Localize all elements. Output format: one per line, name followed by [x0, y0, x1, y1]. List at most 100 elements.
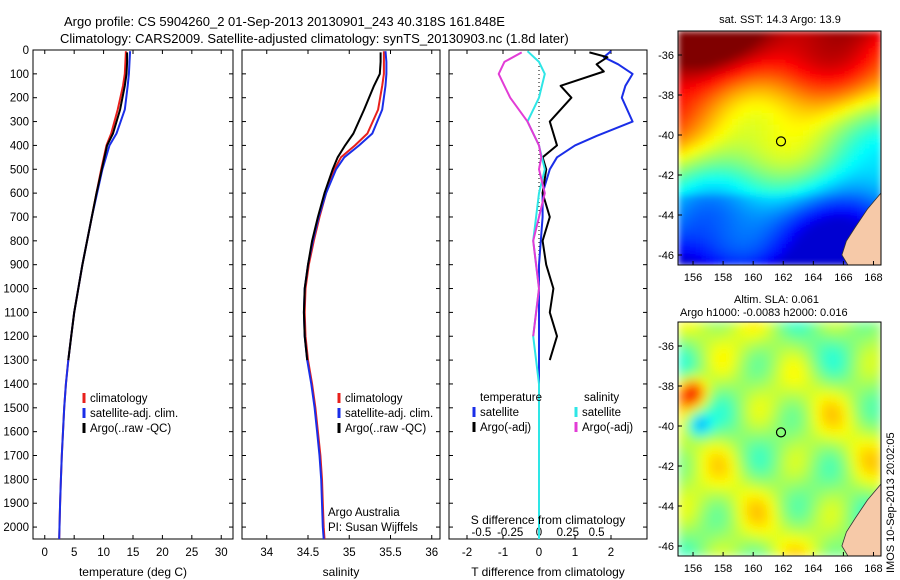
map-cell [755, 468, 763, 475]
map-cell [803, 89, 810, 96]
sla-map-axis-ticks: 156 158 160 162 164 166 168-36-38-40-42-44-46 [658, 341, 883, 575]
map-cell [863, 468, 870, 475]
map-cell [731, 259, 739, 265]
map-cell [713, 351, 721, 358]
map-cell [839, 101, 846, 108]
map-cell [779, 159, 787, 167]
map-cell [791, 54, 799, 61]
map-cell [785, 345, 793, 352]
y-tick-label: 0 [23, 45, 29, 57]
map-cell [803, 171, 810, 178]
map-cell [785, 95, 793, 102]
map-cell [785, 77, 793, 85]
map-cell [707, 474, 715, 481]
map-cell [737, 392, 745, 399]
map-cell [809, 101, 816, 108]
map-cell [755, 188, 763, 196]
map-cell [797, 165, 804, 172]
map-cell [821, 509, 828, 516]
map-cell [791, 206, 799, 213]
map-cell [695, 118, 703, 126]
map-cell [749, 54, 757, 61]
map-cell [863, 374, 870, 382]
map-cell [869, 159, 876, 167]
map-cell [815, 165, 822, 172]
map-cell [785, 253, 793, 260]
map-cell [767, 322, 775, 329]
map-cell [827, 398, 834, 405]
map-cell [767, 439, 775, 446]
map-cell [713, 253, 721, 260]
map-cell [707, 142, 715, 149]
map-cell [821, 224, 828, 231]
map-cell [773, 183, 781, 190]
map-cell [827, 247, 834, 254]
map-cell [785, 380, 793, 387]
map-cell [767, 124, 775, 132]
map-cell [839, 165, 846, 172]
map-cell [869, 462, 876, 469]
map-cell [875, 409, 881, 417]
map-cell [773, 229, 781, 237]
map-cell [707, 333, 715, 341]
map-cell [815, 31, 822, 38]
map-cell [821, 532, 828, 540]
map-cell [701, 491, 709, 499]
x-tick-label: 166 [834, 272, 852, 284]
map-cell [731, 520, 739, 528]
map-cell [839, 206, 846, 213]
map-cell [737, 462, 745, 469]
map-cell [785, 462, 793, 469]
map-cell [815, 112, 822, 120]
map-cell [761, 136, 769, 143]
salinity-annotation-line-1: Argo Australia [328, 507, 400, 519]
map-cell [839, 66, 846, 73]
map-cell [683, 550, 691, 556]
map-cell [827, 444, 834, 452]
map-cell [779, 333, 787, 341]
map-cell [857, 462, 864, 469]
map-cell [761, 95, 769, 102]
series-line-climatology [303, 51, 385, 539]
map-cell [773, 241, 781, 249]
x-tick-label: 164 [804, 272, 822, 284]
map-cell [737, 241, 745, 249]
map-cell [737, 165, 745, 172]
map-cell [773, 509, 781, 516]
map-cell [785, 368, 793, 376]
map-cell [725, 415, 733, 423]
map-cell [695, 95, 703, 102]
map-cell [701, 259, 709, 265]
map-cell [701, 66, 709, 73]
map-cell [821, 345, 828, 352]
map-cell [869, 433, 876, 440]
map-cell [779, 327, 787, 335]
map-cell [875, 188, 881, 196]
map-cell [809, 456, 816, 463]
map-cell [683, 357, 691, 364]
map-cell [809, 66, 816, 73]
map-cell [683, 142, 691, 149]
map-cell [767, 235, 775, 243]
map-cell [695, 444, 703, 452]
map-cell [767, 550, 775, 556]
map-cell [755, 497, 763, 504]
map-cell [809, 538, 816, 545]
map-cell [707, 398, 715, 405]
map-cell [749, 322, 757, 329]
map-cell [797, 392, 804, 399]
map-cell [749, 444, 757, 452]
map-cell [839, 95, 846, 102]
map-cell [869, 456, 876, 463]
map-cell [803, 333, 810, 341]
map-cell [815, 333, 822, 341]
map-cell [779, 48, 787, 55]
map-cell [857, 171, 864, 178]
map-cell [869, 89, 876, 96]
map-cell [701, 362, 709, 370]
map-cell [869, 107, 876, 114]
y-tick-label: -44 [658, 210, 674, 222]
map-cell [737, 450, 745, 458]
map-cell [851, 439, 858, 446]
map-cell [869, 403, 876, 411]
